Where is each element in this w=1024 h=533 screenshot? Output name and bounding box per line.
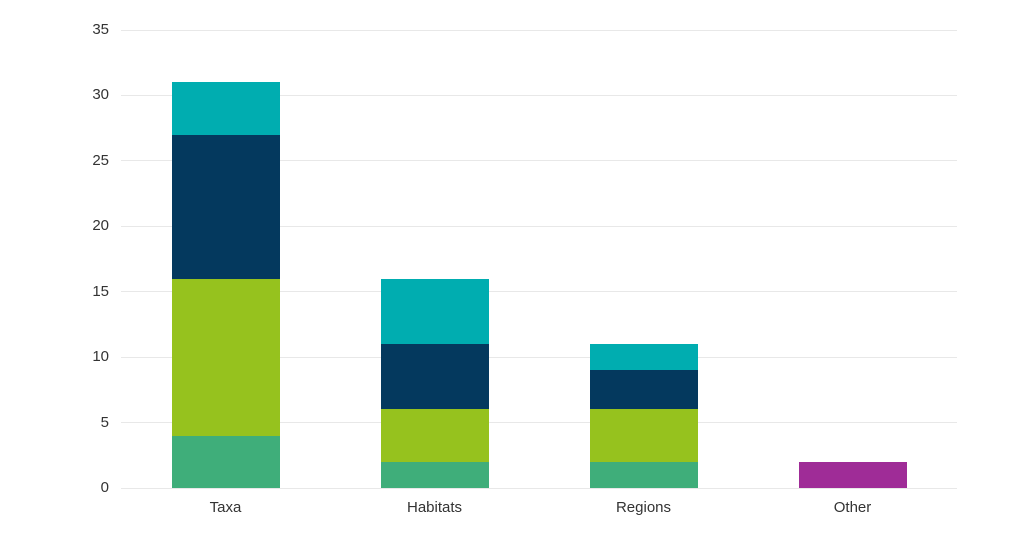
bar-segment-sea-green-habitats [380, 461, 489, 488]
y-axis-tick-label: 15 [92, 282, 109, 300]
x-axis-label: Habitats [406, 499, 463, 516]
bar-segment-navy-regions [589, 370, 698, 410]
gridline [121, 225, 957, 227]
bar-segment-teal-regions [589, 344, 698, 371]
y-axis-tick-label: 35 [92, 21, 109, 38]
y-axis-tick-label: 5 [100, 413, 109, 431]
y-axis-tick-label: 25 [92, 151, 109, 169]
x-axis-label: Taxa [209, 499, 242, 516]
y-axis-tick-label: 30 [92, 86, 109, 104]
bar-segment-teal-habitats [380, 278, 489, 345]
gridline [121, 487, 957, 489]
gridline [121, 94, 957, 96]
y-axis-tick-label: 20 [92, 217, 109, 235]
gridline [121, 356, 957, 358]
bar-segment-navy-taxa [171, 134, 280, 279]
bar-segment-magenta-other [798, 461, 907, 488]
bar-segment-lime-green-taxa [171, 278, 280, 436]
bar-segment-sea-green-taxa [171, 435, 280, 488]
gridline [121, 29, 957, 31]
gridline [121, 291, 957, 293]
bar-segment-navy-habitats [380, 344, 489, 410]
x-axis-label: Other [833, 499, 872, 516]
bar-segment-lime-green-regions [589, 409, 698, 462]
gridline [121, 422, 957, 424]
gridline [121, 160, 957, 162]
x-axis-label: Regions [615, 499, 672, 516]
bar-segment-sea-green-regions [589, 461, 698, 488]
y-axis-tick-label: 10 [92, 348, 109, 366]
y-axis-tick-label: 0 [100, 479, 109, 496]
bar-segment-teal-taxa [171, 82, 280, 135]
bar-segment-lime-green-habitats [380, 409, 489, 462]
